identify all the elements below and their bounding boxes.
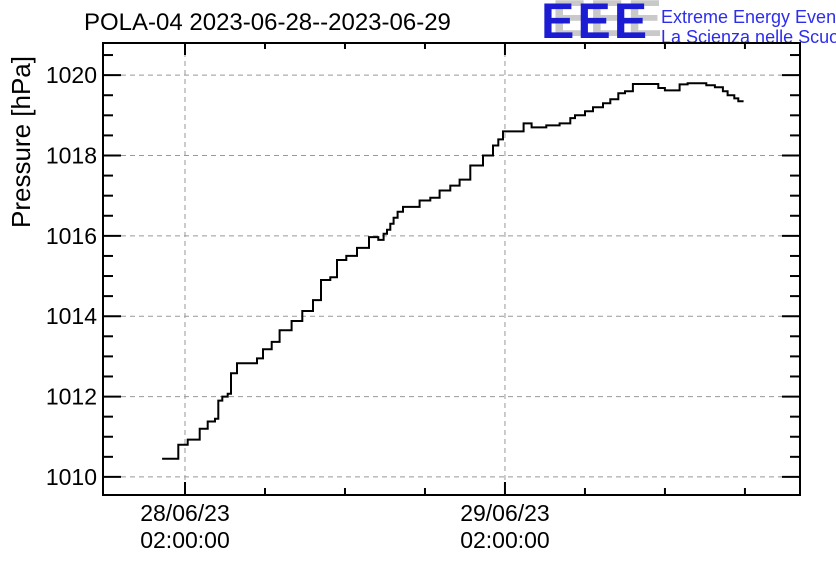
y-tick-label: 1016 [46,223,97,249]
eee-logo-line1: Extreme Energy Events [661,7,836,27]
x-tick-label-time: 02:00:00 [460,527,550,553]
y-tick-label: 1020 [46,62,97,88]
eee-logo: EEE EEE Extreme Energy Events La Scienza… [541,0,836,49]
y-tick-label: 1010 [46,464,97,490]
x-tick-label-time: 02:00:00 [140,527,230,553]
chart-title: POLA-04 2023-06-28--2023-06-29 [84,9,451,36]
x-tick-label-date: 28/06/23 [140,500,230,526]
y-tick-label: 1014 [46,303,97,329]
x-tick-label-date: 29/06/23 [460,500,550,526]
y-axis-title: Pressure [hPa] [6,56,36,228]
plot-frame [102,42,801,496]
chart-plot-area: 10101012101410161018102028/06/2302:00:00… [46,42,801,553]
y-tick-label: 1012 [46,384,97,410]
y-tick-label: 1018 [46,142,97,168]
pressure-curve [162,82,744,460]
eee-logo-letters-shadow: EEE [552,0,666,48]
eee-logo-letters: EEE EEE [541,0,662,49]
eee-logo-letters-front: EEE [541,0,651,49]
